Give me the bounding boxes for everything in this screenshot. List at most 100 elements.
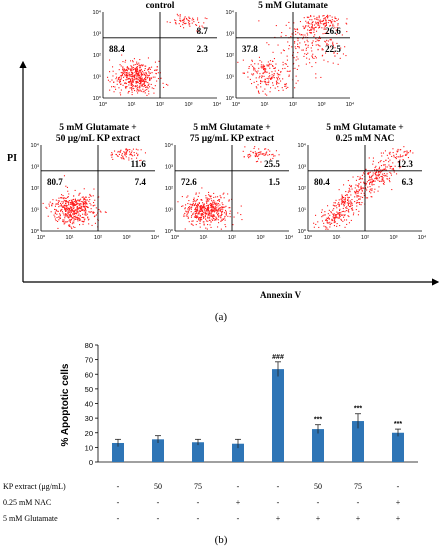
scatter-dot	[79, 215, 81, 217]
scatter-dot	[266, 65, 268, 67]
scatter-dot	[330, 211, 332, 213]
scatter-dot	[192, 204, 194, 206]
scatter-dot	[312, 27, 314, 29]
scatter-dot	[141, 77, 143, 79]
scatter-dot	[277, 76, 279, 78]
scatter-dot	[139, 89, 141, 91]
scatter-dot	[116, 76, 118, 78]
scatter-dot	[327, 44, 329, 46]
treatment-cell: -	[237, 482, 240, 491]
scatter-dot	[374, 174, 376, 176]
scatter-dot	[140, 68, 142, 70]
scatter-dot	[122, 80, 124, 82]
scatter-dot	[220, 208, 222, 210]
scatter-dot	[332, 41, 334, 43]
scatter-dot	[125, 149, 127, 151]
scatter-dot	[82, 196, 84, 198]
scatter-dot	[131, 76, 133, 78]
scatter-dot	[316, 18, 318, 20]
scatter-dot	[263, 75, 265, 77]
scatter-dot	[83, 201, 85, 203]
scatter-dot	[264, 70, 266, 72]
scatter-dot	[195, 215, 197, 217]
scatter-dot	[136, 63, 138, 65]
scatter-dot	[393, 156, 395, 158]
scatter-dot	[286, 59, 288, 61]
scatter-dot	[309, 29, 311, 31]
scatter-dot	[382, 180, 384, 182]
scatter-dot	[340, 198, 342, 200]
scatter-dot	[223, 192, 225, 194]
panel-b-label: (b)	[215, 534, 228, 546]
scatter-dot	[346, 194, 348, 196]
scatter-dot	[210, 226, 212, 228]
scatter-dot	[63, 197, 65, 199]
scatter-dot	[291, 33, 293, 35]
scatter-dot	[200, 207, 202, 209]
scatter-dot	[87, 207, 89, 209]
scatter-dot	[369, 179, 371, 181]
scatter-dot	[142, 83, 144, 85]
scatter-dot	[137, 92, 139, 94]
scatter-dot	[392, 167, 394, 169]
scatter-dot	[272, 51, 274, 53]
scatter-dot	[70, 216, 72, 218]
scatter-dot	[207, 204, 209, 206]
scatter-dot	[78, 213, 80, 215]
scatter-dot	[356, 195, 358, 197]
scatter-dot	[326, 217, 328, 219]
scatter-dot	[393, 171, 395, 173]
scatter-dot	[129, 74, 131, 76]
scatter-dot	[149, 77, 151, 79]
scatter-dot	[61, 211, 63, 213]
scatter-dot	[337, 212, 339, 214]
scatter-dot	[282, 61, 284, 63]
scatter-dot	[130, 84, 132, 86]
treatment-cell: -	[237, 514, 240, 523]
scatter-dot	[257, 63, 259, 65]
scatter-dot	[73, 195, 75, 197]
scatter-dot	[167, 84, 169, 86]
scatter-dot	[62, 219, 64, 221]
scatter-dot	[282, 89, 284, 91]
scatter-dot	[307, 17, 309, 19]
scatter-dot	[379, 172, 381, 174]
scatter-dot	[92, 195, 94, 197]
scatter-dot	[208, 194, 210, 196]
scatter-dot	[266, 84, 268, 86]
scatter-dot	[118, 153, 120, 155]
scatter-dot	[221, 212, 223, 214]
scatter-dot	[135, 70, 137, 72]
scatter-dot	[326, 31, 328, 33]
scatter-dot	[70, 214, 72, 216]
scatter-dot	[214, 202, 216, 204]
scatter-dot	[303, 55, 305, 57]
scatter-dot	[284, 83, 286, 85]
quadrant-lower-left-value: 80.7	[47, 177, 63, 187]
x-tick-label: 10³	[123, 235, 131, 241]
scatter-dot	[275, 63, 277, 65]
scatter-dot	[193, 216, 195, 218]
scatter-dot	[382, 183, 384, 185]
scatter-dot	[360, 187, 362, 189]
scatter-dot	[130, 69, 132, 71]
scatter-dot	[336, 223, 338, 225]
scatter-dot	[148, 74, 150, 76]
scatter-dot	[80, 203, 82, 205]
scatter-dot	[378, 162, 380, 164]
scatter-dot	[209, 217, 211, 219]
scatter-dot	[206, 207, 208, 209]
scatter-dot	[126, 153, 128, 155]
scatter-dot	[84, 210, 86, 212]
scatter-dot	[92, 212, 94, 214]
scatter-dot	[210, 195, 212, 197]
scatter-dot	[325, 41, 327, 43]
scatter-dot	[148, 90, 150, 92]
scatter-dot	[82, 203, 84, 205]
scatter-dot	[126, 76, 128, 78]
scatter-dot	[55, 220, 57, 222]
scatter-dot	[136, 82, 138, 84]
scatter-dot	[188, 221, 190, 223]
scatter-dot	[137, 155, 139, 157]
scatter-dot	[386, 166, 388, 168]
